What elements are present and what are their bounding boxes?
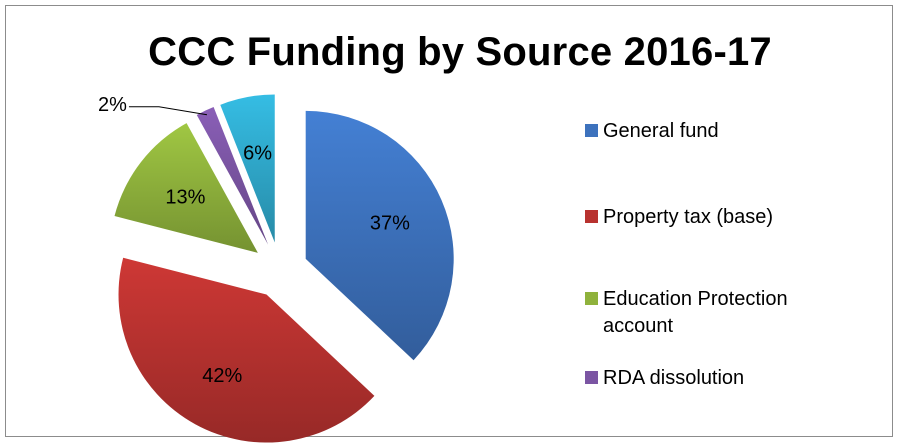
legend-swatch	[585, 210, 598, 223]
leader-line	[128, 106, 208, 116]
legend-label: Property tax (base)	[603, 206, 774, 228]
legend-swatch	[585, 124, 598, 137]
legend-label: Education Protection account	[603, 288, 788, 337]
legend-item-general-fund: General fund	[585, 118, 863, 145]
pie-slice-5	[220, 94, 275, 243]
data-label: 42%	[202, 365, 242, 387]
legend-label: General fund	[603, 120, 719, 142]
legend-swatch	[585, 371, 598, 384]
legend-item-rda-dissolution: RDA dissolution	[585, 365, 863, 392]
data-label: 6%	[243, 142, 272, 164]
pie-slice-3	[114, 123, 258, 253]
pie-slice-1	[305, 110, 454, 361]
legend-item-property-tax: Property tax (base)	[585, 204, 863, 231]
legend-swatch	[585, 292, 598, 305]
pie-slice-2	[118, 257, 375, 443]
data-label: 37%	[370, 212, 410, 234]
legend-label: RDA dissolution	[603, 367, 745, 389]
chart-title: CCC Funding by Source 2016-17	[148, 30, 772, 74]
data-label: 2%	[98, 94, 127, 116]
legend-item-education-protection: Education Protection account	[585, 286, 863, 340]
data-label: 13%	[165, 187, 205, 209]
pie-slice-4	[196, 107, 269, 245]
